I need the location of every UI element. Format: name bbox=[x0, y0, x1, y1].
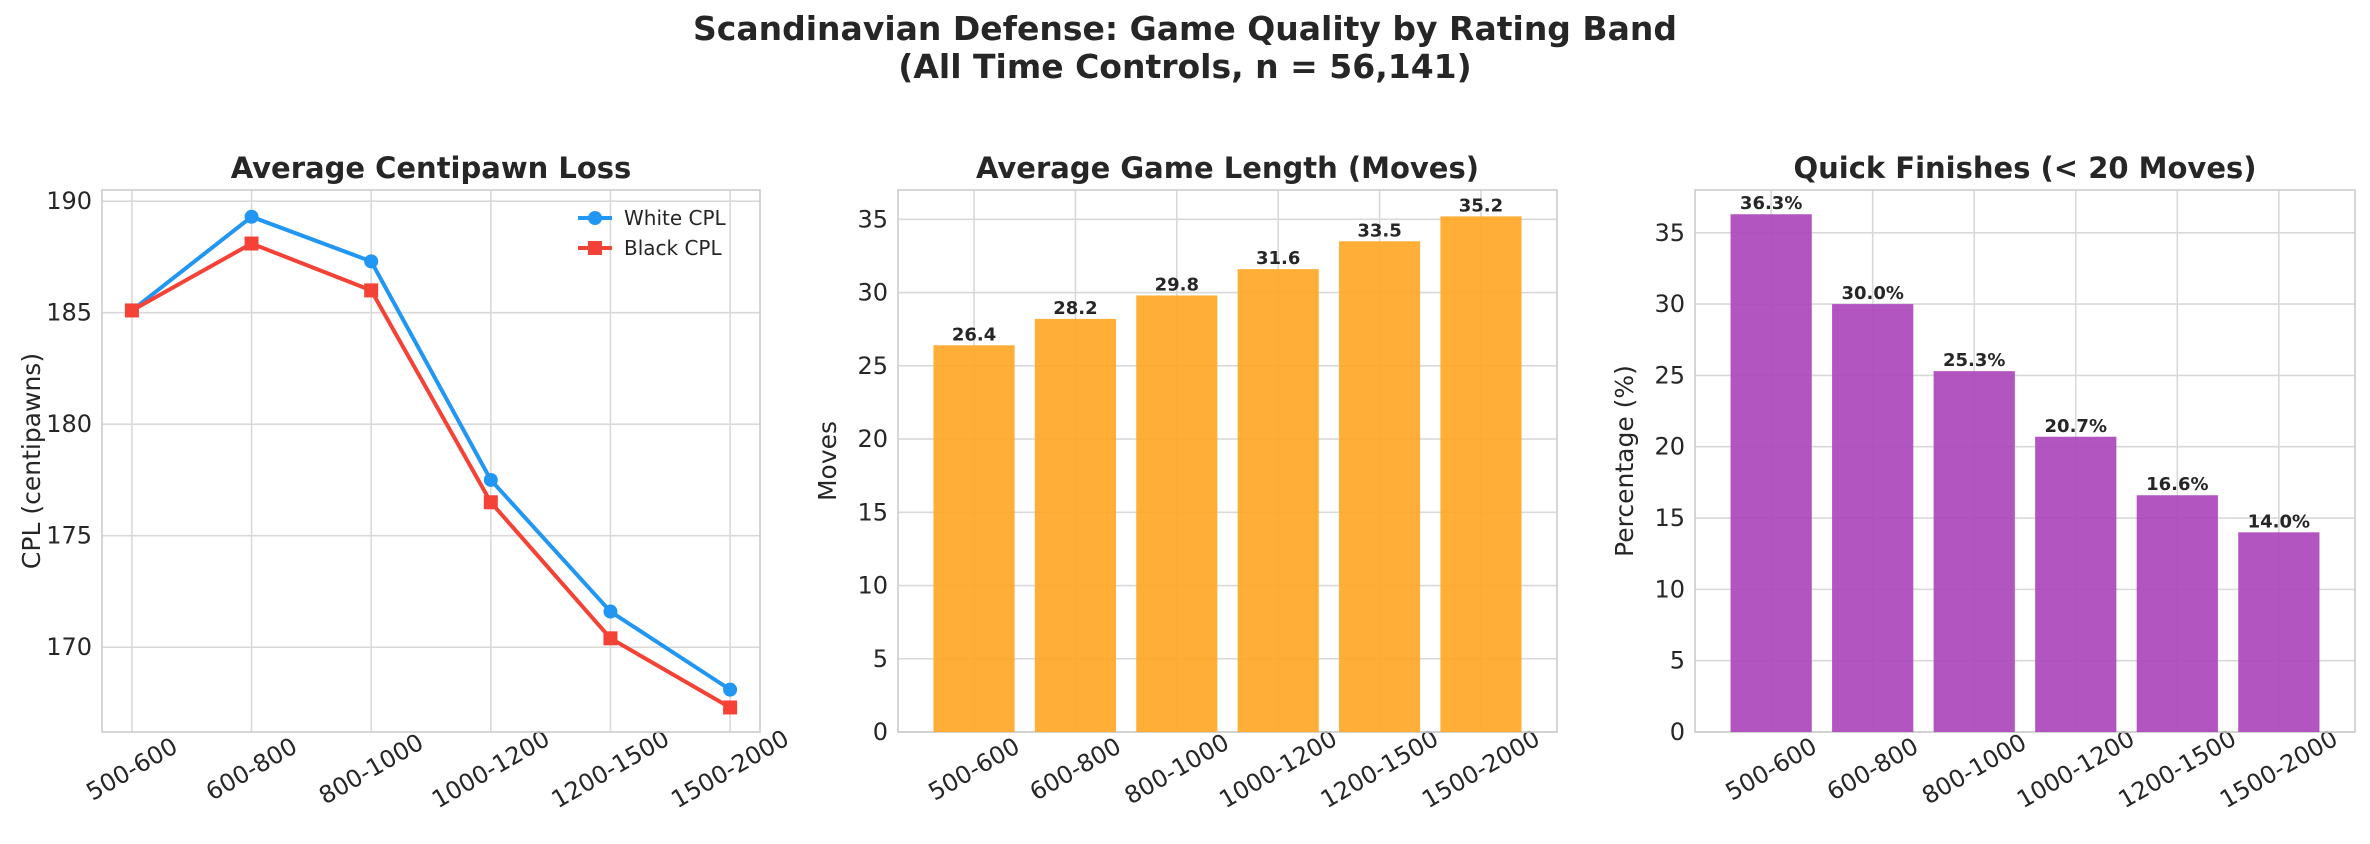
y-tick-label: 190 bbox=[46, 187, 92, 215]
bar bbox=[1730, 214, 1812, 732]
data-point-black-cpl bbox=[364, 283, 379, 298]
panel-title: Average Game Length (Moves) bbox=[976, 151, 1479, 185]
x-tick-label: 1000-1200 bbox=[427, 724, 554, 814]
y-tick-label: 5 bbox=[1670, 647, 1685, 675]
legend-marker-circle bbox=[588, 211, 602, 225]
data-point-black-cpl bbox=[124, 303, 139, 318]
y-tick-label: 25 bbox=[857, 352, 888, 380]
panel-title: Quick Finishes (< 20 Moves) bbox=[1793, 151, 2256, 185]
bar bbox=[1339, 241, 1421, 732]
bar-value-label: 16.6% bbox=[2146, 474, 2208, 495]
bar-value-label: 35.2 bbox=[1459, 195, 1503, 216]
x-tick-label: 800-1000 bbox=[314, 728, 428, 810]
data-point-black-cpl bbox=[244, 236, 259, 251]
data-point-white-cpl bbox=[603, 604, 618, 619]
bar-value-label: 14.0% bbox=[2248, 511, 2310, 532]
data-point-black-cpl bbox=[483, 495, 498, 510]
x-tick-label: 1200-1500 bbox=[547, 724, 674, 814]
bar-value-label: 25.3% bbox=[1943, 350, 2005, 371]
data-point-black-cpl bbox=[603, 631, 618, 646]
y-tick-label: 180 bbox=[46, 410, 92, 438]
bar-value-label: 36.3% bbox=[1740, 193, 1802, 214]
bar-value-label: 31.6 bbox=[1256, 248, 1300, 269]
x-tick-label: 600-800 bbox=[1025, 732, 1126, 806]
data-point-white-cpl bbox=[364, 254, 379, 269]
bar bbox=[2035, 436, 2117, 732]
x-tick-label: 600-800 bbox=[1822, 732, 1923, 806]
y-axis-label: Percentage (%) bbox=[1610, 365, 1639, 557]
legend-marker-square bbox=[588, 241, 602, 255]
y-tick-label: 0 bbox=[1670, 718, 1685, 746]
bar-value-label: 33.5 bbox=[1357, 220, 1401, 241]
bar-value-label: 20.7% bbox=[2045, 416, 2107, 437]
y-tick-label: 20 bbox=[1654, 433, 1685, 461]
x-tick-label: 500-600 bbox=[81, 732, 182, 806]
x-tick-label: 1500-2000 bbox=[666, 724, 793, 814]
y-tick-label: 5 bbox=[873, 645, 888, 673]
bar-value-label: 28.2 bbox=[1053, 298, 1097, 319]
panel-centipawn-loss: 170 175 180 185 190 500-600 600-800 800-1000100… bbox=[17, 151, 794, 814]
bar bbox=[2136, 495, 2218, 732]
plot-frame bbox=[897, 189, 1558, 733]
figure-title-line-1: Scandinavian Defense: Game Quality by Ra… bbox=[693, 9, 1677, 48]
y-tick-label: 175 bbox=[46, 522, 92, 550]
bar bbox=[1933, 371, 2015, 732]
y-tick-label: 20 bbox=[857, 425, 888, 453]
y-tick-label: 10 bbox=[1654, 575, 1685, 603]
y-tick-label: 30 bbox=[857, 279, 888, 307]
series-line-white-cpl bbox=[130, 214, 732, 692]
x-tick-label: 800-1000 bbox=[1120, 728, 1234, 810]
y-tick-label: 35 bbox=[857, 205, 888, 233]
y-tick-label: 30 bbox=[1654, 290, 1685, 318]
bar bbox=[1136, 295, 1218, 732]
bar-value-label: 29.8 bbox=[1155, 274, 1199, 295]
bar-value-label: 26.4 bbox=[952, 324, 996, 345]
series-line-black-cpl bbox=[130, 241, 732, 710]
x-tick-label: 500-600 bbox=[1721, 732, 1822, 806]
y-tick-label: 15 bbox=[857, 498, 888, 526]
y-axis-label: Moves bbox=[813, 421, 842, 501]
bar-value-label: 30.0% bbox=[1841, 283, 1903, 304]
bar bbox=[1034, 318, 1116, 732]
y-tick-label: 35 bbox=[1654, 219, 1685, 247]
bar bbox=[1440, 216, 1522, 733]
panel-title: Average Centipawn Loss bbox=[231, 151, 632, 185]
bar bbox=[933, 345, 1015, 732]
y-tick-label: 10 bbox=[857, 572, 888, 600]
bar bbox=[1832, 304, 1914, 732]
legend-label: Black CPL bbox=[624, 236, 722, 260]
x-tick-label: 500-600 bbox=[924, 732, 1025, 806]
data-point-black-cpl bbox=[723, 700, 738, 715]
data-point-white-cpl bbox=[483, 472, 498, 487]
y-tick-label: 170 bbox=[46, 633, 92, 661]
bar bbox=[2238, 532, 2320, 732]
data-point-white-cpl bbox=[723, 682, 738, 697]
data-point-white-cpl bbox=[244, 209, 259, 224]
x-tick-label: 600-800 bbox=[201, 732, 302, 806]
x-tick-label: 800-1000 bbox=[1917, 728, 2031, 810]
legend-label: White CPL bbox=[624, 206, 727, 230]
plot-frame bbox=[101, 189, 761, 733]
y-tick-label: 0 bbox=[873, 718, 888, 746]
y-tick-label: 185 bbox=[46, 299, 92, 327]
bar bbox=[1237, 269, 1319, 732]
y-tick-label: 25 bbox=[1654, 361, 1685, 389]
y-axis-label: CPL (centipawns) bbox=[17, 353, 46, 569]
plot-frame bbox=[1694, 189, 2356, 733]
y-tick-label: 15 bbox=[1654, 504, 1685, 532]
figure-title-line-2: (All Time Controls, n = 56,141) bbox=[898, 47, 1471, 86]
